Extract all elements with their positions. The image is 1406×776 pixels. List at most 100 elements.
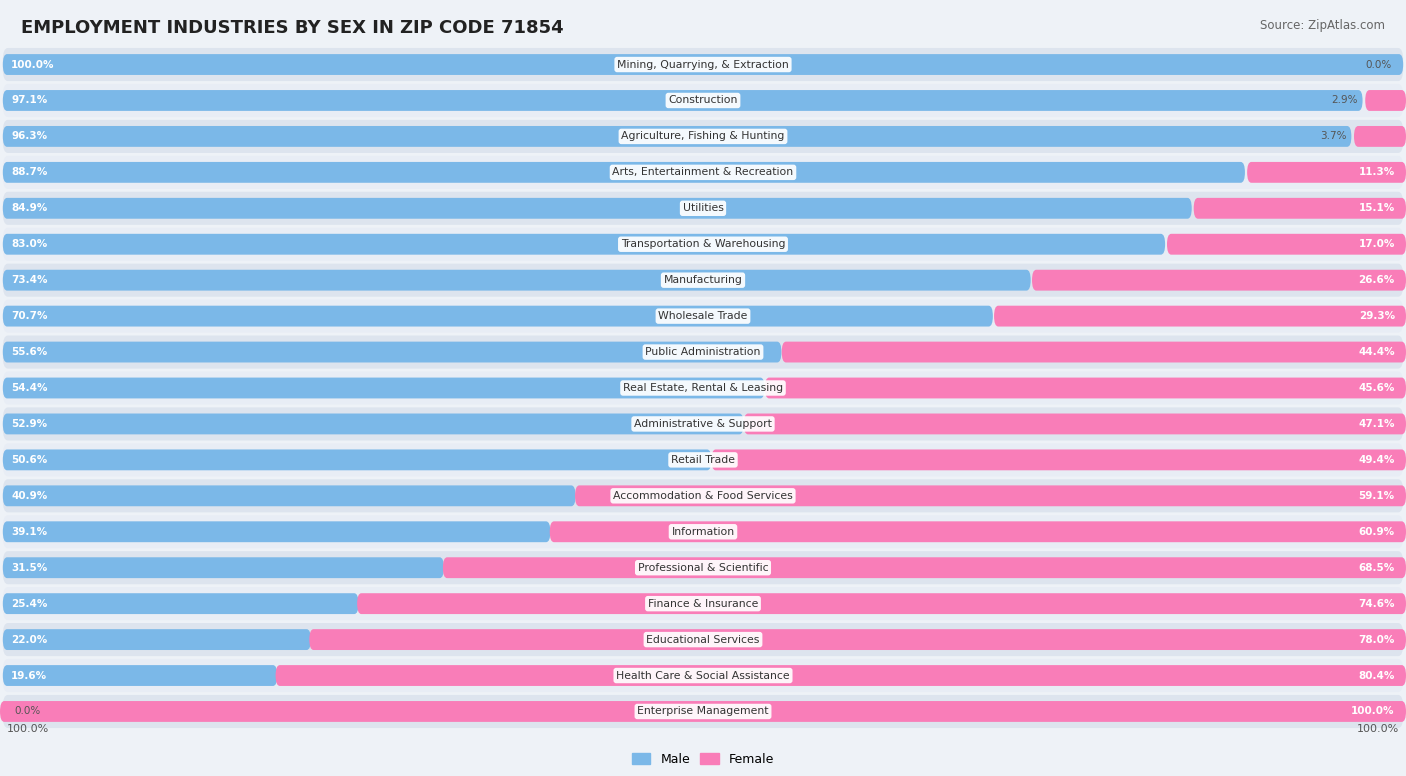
Text: Mining, Quarrying, & Extraction: Mining, Quarrying, & Extraction	[617, 60, 789, 70]
Text: Wholesale Trade: Wholesale Trade	[658, 311, 748, 321]
FancyBboxPatch shape	[3, 234, 1166, 255]
FancyBboxPatch shape	[1247, 162, 1406, 183]
FancyBboxPatch shape	[3, 557, 444, 578]
Text: 39.1%: 39.1%	[11, 527, 48, 537]
Text: Manufacturing: Manufacturing	[664, 275, 742, 285]
Text: 84.9%: 84.9%	[11, 203, 48, 213]
FancyBboxPatch shape	[3, 449, 711, 470]
Text: 0.0%: 0.0%	[14, 706, 41, 716]
FancyBboxPatch shape	[3, 156, 1403, 189]
FancyBboxPatch shape	[3, 665, 277, 686]
FancyBboxPatch shape	[3, 414, 744, 435]
Text: Finance & Insurance: Finance & Insurance	[648, 598, 758, 608]
Text: 100.0%: 100.0%	[1357, 725, 1399, 734]
Text: 73.4%: 73.4%	[11, 275, 48, 285]
Text: 83.0%: 83.0%	[11, 239, 48, 249]
FancyBboxPatch shape	[3, 593, 359, 614]
FancyBboxPatch shape	[1167, 234, 1406, 255]
FancyBboxPatch shape	[357, 593, 1406, 614]
Text: 50.6%: 50.6%	[11, 455, 48, 465]
FancyBboxPatch shape	[575, 486, 1406, 506]
Text: 19.6%: 19.6%	[11, 670, 48, 681]
Text: 60.9%: 60.9%	[1358, 527, 1395, 537]
Text: Educational Services: Educational Services	[647, 635, 759, 645]
Text: Professional & Scientific: Professional & Scientific	[638, 563, 768, 573]
Text: 52.9%: 52.9%	[11, 419, 48, 429]
FancyBboxPatch shape	[3, 198, 1192, 219]
Text: 11.3%: 11.3%	[1358, 168, 1395, 178]
Text: 74.6%: 74.6%	[1358, 598, 1395, 608]
FancyBboxPatch shape	[3, 270, 1031, 290]
FancyBboxPatch shape	[3, 587, 1403, 620]
Text: 15.1%: 15.1%	[1358, 203, 1395, 213]
Text: 100.0%: 100.0%	[7, 725, 49, 734]
Text: 2.9%: 2.9%	[1331, 95, 1358, 106]
Text: 88.7%: 88.7%	[11, 168, 48, 178]
FancyBboxPatch shape	[3, 54, 1403, 75]
Text: 25.4%: 25.4%	[11, 598, 48, 608]
FancyBboxPatch shape	[782, 341, 1406, 362]
Text: 54.4%: 54.4%	[11, 383, 48, 393]
Text: 100.0%: 100.0%	[1351, 706, 1395, 716]
Text: Utilities: Utilities	[682, 203, 724, 213]
Text: Information: Information	[672, 527, 734, 537]
FancyBboxPatch shape	[3, 551, 1403, 584]
FancyBboxPatch shape	[3, 90, 1362, 111]
FancyBboxPatch shape	[3, 227, 1403, 261]
FancyBboxPatch shape	[3, 378, 765, 398]
FancyBboxPatch shape	[1354, 126, 1406, 147]
FancyBboxPatch shape	[3, 264, 1403, 296]
Text: Agriculture, Fishing & Hunting: Agriculture, Fishing & Hunting	[621, 131, 785, 141]
Text: Administrative & Support: Administrative & Support	[634, 419, 772, 429]
FancyBboxPatch shape	[3, 629, 311, 650]
Text: Public Administration: Public Administration	[645, 347, 761, 357]
Text: 3.7%: 3.7%	[1320, 131, 1347, 141]
FancyBboxPatch shape	[3, 443, 1403, 476]
FancyBboxPatch shape	[3, 515, 1403, 549]
Text: 40.9%: 40.9%	[11, 491, 48, 501]
Text: Retail Trade: Retail Trade	[671, 455, 735, 465]
FancyBboxPatch shape	[550, 521, 1406, 542]
FancyBboxPatch shape	[1365, 90, 1406, 111]
Text: 17.0%: 17.0%	[1358, 239, 1395, 249]
Legend: Male, Female: Male, Female	[627, 748, 779, 771]
Text: 0.0%: 0.0%	[1365, 60, 1392, 70]
FancyBboxPatch shape	[309, 629, 1406, 650]
Text: 80.4%: 80.4%	[1358, 670, 1395, 681]
Text: 78.0%: 78.0%	[1358, 635, 1395, 645]
FancyBboxPatch shape	[765, 378, 1406, 398]
Text: Construction: Construction	[668, 95, 738, 106]
FancyBboxPatch shape	[711, 449, 1406, 470]
FancyBboxPatch shape	[3, 480, 1403, 512]
FancyBboxPatch shape	[3, 372, 1403, 404]
FancyBboxPatch shape	[276, 665, 1406, 686]
FancyBboxPatch shape	[3, 300, 1403, 333]
Text: Transportation & Warehousing: Transportation & Warehousing	[621, 239, 785, 249]
Text: 59.1%: 59.1%	[1358, 491, 1395, 501]
Text: EMPLOYMENT INDUSTRIES BY SEX IN ZIP CODE 71854: EMPLOYMENT INDUSTRIES BY SEX IN ZIP CODE…	[21, 19, 564, 37]
Text: Health Care & Social Assistance: Health Care & Social Assistance	[616, 670, 790, 681]
FancyBboxPatch shape	[443, 557, 1406, 578]
Text: 44.4%: 44.4%	[1358, 347, 1395, 357]
Text: 47.1%: 47.1%	[1358, 419, 1395, 429]
Text: 96.3%: 96.3%	[11, 131, 48, 141]
FancyBboxPatch shape	[3, 695, 1403, 728]
FancyBboxPatch shape	[744, 414, 1406, 435]
Text: Enterprise Management: Enterprise Management	[637, 706, 769, 716]
Text: 100.0%: 100.0%	[11, 60, 55, 70]
Text: 29.3%: 29.3%	[1358, 311, 1395, 321]
Text: 49.4%: 49.4%	[1358, 455, 1395, 465]
FancyBboxPatch shape	[3, 84, 1403, 117]
FancyBboxPatch shape	[0, 701, 1406, 722]
FancyBboxPatch shape	[3, 623, 1403, 656]
FancyBboxPatch shape	[3, 48, 1403, 81]
FancyBboxPatch shape	[3, 486, 575, 506]
Text: 22.0%: 22.0%	[11, 635, 48, 645]
Text: Real Estate, Rental & Leasing: Real Estate, Rental & Leasing	[623, 383, 783, 393]
FancyBboxPatch shape	[3, 192, 1403, 225]
FancyBboxPatch shape	[3, 407, 1403, 441]
FancyBboxPatch shape	[3, 126, 1351, 147]
Text: Source: ZipAtlas.com: Source: ZipAtlas.com	[1260, 19, 1385, 33]
Text: 45.6%: 45.6%	[1358, 383, 1395, 393]
Text: 55.6%: 55.6%	[11, 347, 48, 357]
